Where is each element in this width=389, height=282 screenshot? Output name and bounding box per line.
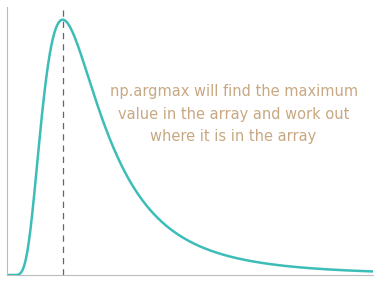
Text: np.argmax will find the maximum
value in the array and work out
where it is in t: np.argmax will find the maximum value in… bbox=[110, 85, 357, 144]
